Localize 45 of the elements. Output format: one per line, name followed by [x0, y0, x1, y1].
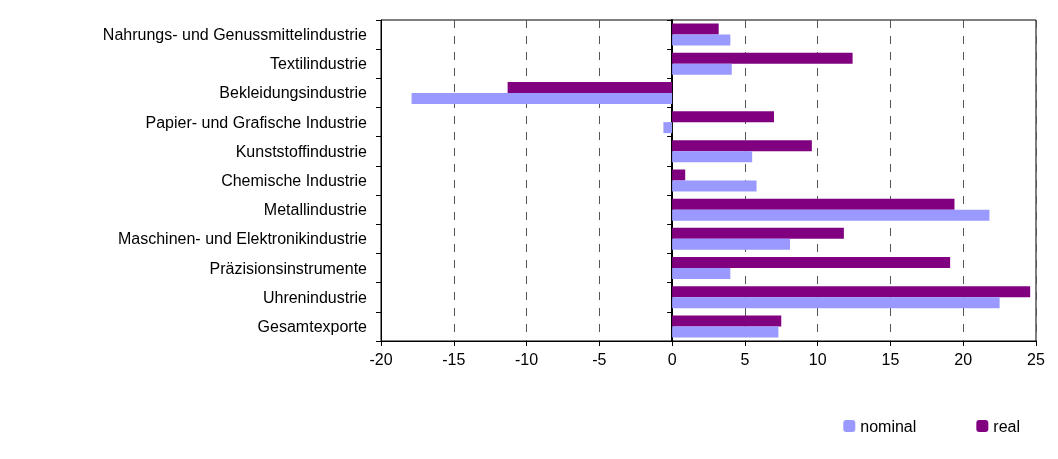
- bar: [672, 238, 791, 250]
- y-tick-label: Maschinen- und Elektronikindustrie: [117, 230, 368, 248]
- bar: [663, 122, 673, 134]
- y-tick-label: Präzisionsinstrumente: [209, 259, 368, 277]
- y-tick-label: Nahrungs- und Genussmittelindustrie: [102, 26, 368, 44]
- y-tick-label: Bekleidungsindustrie: [219, 84, 368, 102]
- x-tick-label: -10: [514, 350, 539, 368]
- bar: [672, 268, 731, 280]
- legend-label: real: [993, 417, 1021, 435]
- x-tick-label: 15: [881, 350, 900, 368]
- bar: [672, 63, 732, 75]
- bar: [672, 326, 779, 338]
- x-tick-label: -20: [369, 350, 393, 368]
- y-tick-label: Papier- und Grafische Industrie: [145, 113, 368, 131]
- bar: [672, 297, 1000, 309]
- x-tick-label: -5: [592, 350, 607, 368]
- bar: [672, 23, 719, 35]
- y-tick-label: Kunststoffindustrie: [235, 142, 368, 160]
- bar: [507, 81, 673, 93]
- x-tick-label: 25: [1027, 350, 1045, 368]
- bar: [672, 140, 812, 152]
- y-tick-label: Uhrenindustrie: [262, 288, 368, 306]
- y-tick-label: Gesamtexporte: [257, 317, 368, 335]
- bar: [672, 111, 774, 123]
- x-tick-label: 5: [740, 350, 750, 368]
- bar: [672, 198, 955, 210]
- bar: [672, 169, 686, 181]
- bar: [672, 34, 731, 46]
- bar: [672, 52, 853, 64]
- bar: [672, 209, 990, 221]
- x-tick-label: 0: [667, 350, 677, 368]
- x-tick-label: 20: [954, 350, 973, 368]
- legend-label: nominal: [860, 417, 917, 435]
- x-tick-label: -15: [442, 350, 466, 368]
- bar: [672, 315, 782, 327]
- y-tick-label: Chemische Industrie: [221, 172, 368, 189]
- y-tick-label: Metallindustrie: [263, 201, 368, 219]
- bar: [672, 286, 1031, 298]
- y-tick-label: Textilindustrie: [270, 55, 368, 73]
- bar: [672, 180, 757, 192]
- bar: [411, 92, 673, 104]
- bar: [672, 227, 844, 239]
- bar: [672, 257, 951, 269]
- bar: [672, 151, 753, 163]
- x-tick-label: 10: [808, 350, 827, 368]
